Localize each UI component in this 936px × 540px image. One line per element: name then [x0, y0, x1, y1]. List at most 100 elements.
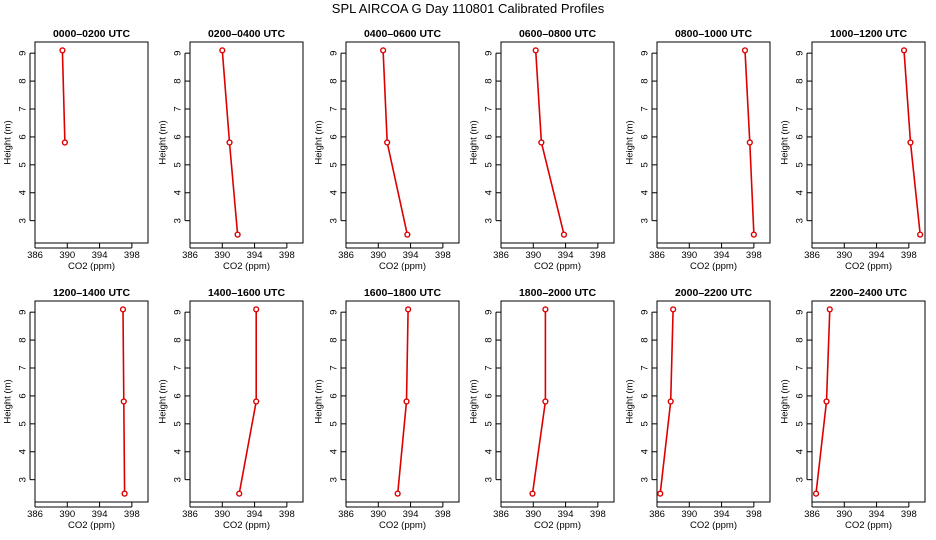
- y-tick-label: 6: [329, 134, 340, 139]
- y-tick-label: 5: [484, 162, 495, 167]
- x-tick-label: 390: [525, 509, 541, 520]
- panel-title: 1000–1200 UTC: [830, 28, 907, 40]
- y-tick-label: 5: [18, 421, 29, 426]
- data-point: [538, 139, 545, 146]
- x-tick-label: 386: [182, 509, 198, 520]
- subplot-1: 0000–0200 UTC 386 390 394 398 CO2 (ppm) 3 4 5 6 7 8…: [3, 28, 149, 272]
- figure-title: SPL AIRCOA G Day 110801 Calibrated Profi…: [331, 1, 605, 16]
- subplot-5: 0800–1000 UTC 386 390 394 398 CO2 (ppm) 3 4 5 6 7 8…: [625, 28, 771, 272]
- data-point: [405, 306, 412, 313]
- y-tick-label: 8: [640, 337, 651, 342]
- x-tick-label: 386: [338, 250, 354, 261]
- y-tick-label: 4: [795, 449, 806, 454]
- data-point: [750, 231, 757, 238]
- subplot-8: 1400–1600 UTC 386 390 394 398 CO2 (ppm) 3 4 5 6 7 8…: [158, 287, 304, 531]
- x-tick-label: 386: [649, 509, 665, 520]
- plot-frame: [656, 41, 771, 244]
- data-point: [120, 398, 127, 405]
- y-axis-label: Height (m): [158, 379, 169, 423]
- x-tick-label: 390: [370, 509, 386, 520]
- y-tick-label: 6: [173, 134, 184, 139]
- data-point: [542, 398, 549, 405]
- y-tick-label: 7: [640, 365, 651, 370]
- y-tick-label: 9: [18, 51, 29, 56]
- y-axis-label: Height (m): [780, 379, 791, 423]
- x-axis-label: CO2 (ppm): [534, 261, 581, 272]
- data-point: [394, 490, 401, 497]
- data-point: [59, 47, 66, 54]
- x-tick-label: 398: [901, 509, 917, 520]
- data-point: [226, 139, 233, 146]
- y-tick-label: 8: [795, 337, 806, 342]
- x-tick-label: 390: [681, 509, 697, 520]
- x-tick-label: 398: [901, 250, 917, 261]
- y-tick-label: 3: [18, 218, 29, 223]
- y-tick-label: 8: [329, 337, 340, 342]
- x-tick-label: 386: [27, 509, 43, 520]
- subplot-12: 2200–2400 UTC 386 390 394 398 CO2 (ppm) 3 4 5 6 7 8…: [780, 287, 926, 531]
- y-axis-label: Height (m): [158, 120, 169, 164]
- data-point: [667, 398, 674, 405]
- y-tick-label: 6: [329, 393, 340, 398]
- y-tick-label: 6: [484, 393, 495, 398]
- subplot-10: 1800–2000 UTC 386 390 394 398 CO2 (ppm) 3 4 5 6 7 8…: [469, 287, 615, 531]
- y-tick-label: 5: [795, 421, 806, 426]
- x-tick-label: 394: [92, 509, 108, 520]
- x-tick-label: 398: [746, 250, 762, 261]
- y-tick-label: 9: [173, 51, 184, 56]
- plot-frame: [500, 300, 615, 503]
- plot-frame: [345, 300, 460, 503]
- y-tick-label: 6: [795, 393, 806, 398]
- y-tick-label: 3: [795, 477, 806, 482]
- panel-title: 1200–1400 UTC: [53, 287, 130, 299]
- x-tick-label: 386: [493, 509, 509, 520]
- x-tick-label: 398: [279, 250, 295, 261]
- x-axis-label: CO2 (ppm): [379, 261, 426, 272]
- x-tick-label: 398: [124, 509, 140, 520]
- data-point: [826, 306, 833, 313]
- data-point: [253, 398, 260, 405]
- y-tick-label: 4: [329, 190, 340, 195]
- x-tick-label: 398: [746, 509, 762, 520]
- x-tick-label: 390: [836, 250, 852, 261]
- y-axis-label: Height (m): [625, 120, 636, 164]
- x-axis-label: CO2 (ppm): [534, 520, 581, 531]
- y-axis-label: Height (m): [469, 379, 480, 423]
- y-tick-label: 4: [329, 449, 340, 454]
- y-tick-label: 7: [329, 106, 340, 111]
- y-axis-label: Height (m): [314, 379, 325, 423]
- x-tick-label: 398: [124, 250, 140, 261]
- y-tick-label: 9: [795, 310, 806, 315]
- data-point: [61, 139, 68, 146]
- y-axis-label: Height (m): [780, 120, 791, 164]
- y-tick-label: 9: [484, 51, 495, 56]
- x-axis-label: CO2 (ppm): [845, 520, 892, 531]
- x-tick-label: 398: [435, 250, 451, 261]
- data-point: [253, 306, 260, 313]
- data-point: [917, 231, 924, 238]
- x-axis-label: CO2 (ppm): [223, 520, 270, 531]
- y-tick-label: 9: [484, 310, 495, 315]
- y-tick-label: 3: [173, 477, 184, 482]
- x-tick-label: 394: [714, 509, 730, 520]
- y-tick-label: 8: [484, 337, 495, 342]
- data-point: [741, 47, 749, 54]
- subplot-2: 0200–0400 UTC 386 390 394 398 CO2 (ppm) 3 4 5 6 7 8…: [158, 28, 304, 272]
- y-tick-label: 3: [640, 477, 651, 482]
- y-tick-label: 8: [795, 78, 806, 83]
- x-tick-label: 390: [214, 250, 230, 261]
- plot-frame: [189, 300, 304, 503]
- y-tick-label: 5: [329, 421, 340, 426]
- x-axis-label: CO2 (ppm): [845, 261, 892, 272]
- data-point: [657, 490, 664, 497]
- x-tick-label: 398: [590, 509, 606, 520]
- y-tick-label: 5: [173, 162, 184, 167]
- x-tick-label: 398: [279, 509, 295, 520]
- y-tick-label: 4: [484, 449, 495, 454]
- y-axis-label: Height (m): [625, 379, 636, 423]
- x-tick-label: 390: [525, 250, 541, 261]
- y-tick-label: 6: [795, 134, 806, 139]
- x-tick-label: 386: [804, 250, 820, 261]
- x-axis-label: CO2 (ppm): [68, 261, 115, 272]
